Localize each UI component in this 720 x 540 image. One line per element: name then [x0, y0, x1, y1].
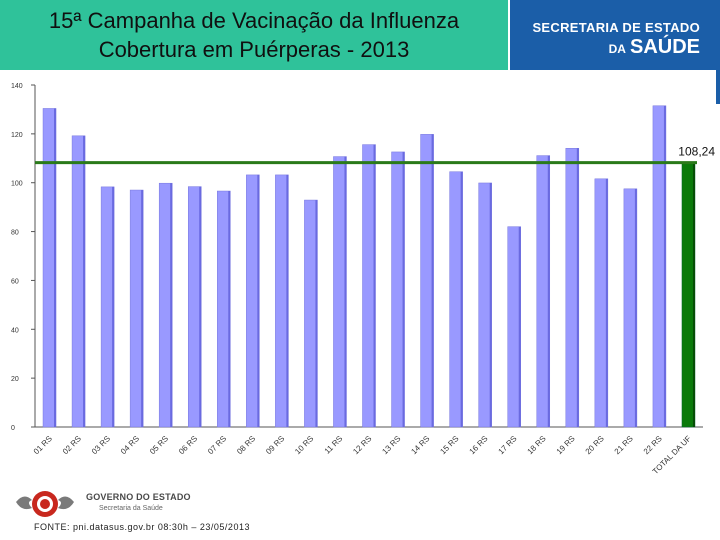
bar-shade — [54, 108, 57, 428]
coverage-bar-chart: 0 20 40 60 80 100 120 140 01 RS 02 RS 03 RS 04 RS 05… — [11, 83, 715, 476]
x-tick-label: 21 RS — [613, 434, 635, 456]
brand-stripe — [716, 70, 720, 104]
y-tick-label: 120 — [11, 132, 23, 139]
bar-shade — [344, 156, 347, 427]
x-tick-label: 15 RS — [438, 434, 460, 456]
x-tick-label: 01 RS — [32, 434, 54, 456]
x-tick-label: 05 RS — [148, 434, 170, 456]
page-title: 15ª Campanha de Vacinação da Influenza — [48, 8, 460, 33]
x-tick-label: 20 RS — [584, 434, 606, 456]
x-tick-label: 11 RS — [323, 434, 345, 456]
secretaria-logo-main: SAÚDE — [629, 36, 700, 58]
bar-shade — [576, 148, 579, 427]
x-tick-label: 04 RS — [119, 434, 141, 456]
bar-shade — [112, 186, 115, 427]
x-tick-label: 17 RS — [497, 434, 519, 456]
x-tick-label: 18 RS — [526, 434, 548, 456]
state-seal-icon — [16, 491, 74, 517]
bar-shade — [373, 144, 376, 427]
bar-shade — [634, 188, 637, 427]
bar-shade — [170, 183, 173, 427]
x-tick-label: 02 RS — [61, 434, 83, 456]
bar-shade — [199, 186, 202, 427]
y-tick-label: 140 — [11, 83, 23, 90]
bar-shade — [547, 155, 550, 427]
bar-shade — [315, 200, 318, 427]
x-tick-label: 13 RS — [380, 434, 402, 456]
bar-shade — [518, 226, 521, 427]
reference-line-label: 108,24 — [678, 145, 715, 159]
title-banner: 15ª Campanha de Vacinação da Influenza C… — [0, 0, 508, 70]
government-subname: Secretaria da Saúde — [99, 505, 163, 512]
government-name: GOVERNO DO ESTADO — [86, 492, 191, 502]
page-subtitle: Cobertura em Puérperas - 2013 — [98, 37, 410, 62]
bar-shade — [605, 178, 608, 427]
x-tick-label: 19 RS — [555, 434, 577, 456]
y-tick-label: 100 — [11, 181, 23, 188]
x-tick-label: 14 RS — [409, 434, 431, 456]
y-tick-label: 40 — [11, 327, 19, 334]
x-tick-label: 07 RS — [206, 434, 228, 456]
x-tick-label: 06 RS — [177, 434, 199, 456]
secretaria-logo-prefix: DA — [608, 42, 626, 56]
bar-shade — [431, 134, 434, 428]
x-tick-label: 16 RS — [468, 434, 490, 456]
bar-shade — [228, 191, 231, 427]
x-tick-label: 03 RS — [90, 434, 112, 456]
bar-shade — [83, 135, 86, 427]
y-tick-label: 20 — [11, 376, 19, 383]
x-tick-label: 10 RS — [293, 434, 315, 456]
secretaria-logo: SECRETARIA DE ESTADO DA SAÚDE — [510, 0, 720, 104]
bar-shade — [286, 174, 289, 427]
data-source: FONTE: pni.datasus.gov.br 08:30h – 23/05… — [34, 522, 250, 532]
y-tick-label: 60 — [11, 278, 19, 285]
bar-shade — [402, 151, 405, 427]
x-tick-label: 12 RS — [351, 434, 373, 456]
bar-shade — [663, 105, 666, 427]
secretaria-logo-bar: SECRETARIA DE ESTADO DA SAÚDE — [510, 0, 720, 70]
x-tick-label: 09 RS — [264, 434, 286, 456]
bar-shade — [257, 174, 260, 427]
bar-shade — [692, 162, 695, 427]
secretaria-logo-line2: DA SAÚDE — [609, 36, 700, 59]
bar-shade — [489, 182, 492, 427]
x-tick-label: 08 RS — [235, 434, 257, 456]
y-tick-label: 0 — [11, 425, 15, 432]
bar-shade — [141, 190, 144, 427]
secretaria-logo-line1: SECRETARIA DE ESTADO — [532, 20, 700, 35]
y-tick-label: 80 — [11, 230, 19, 237]
x-tick-label: 22 RS — [642, 434, 664, 456]
bar-shade — [460, 171, 463, 427]
